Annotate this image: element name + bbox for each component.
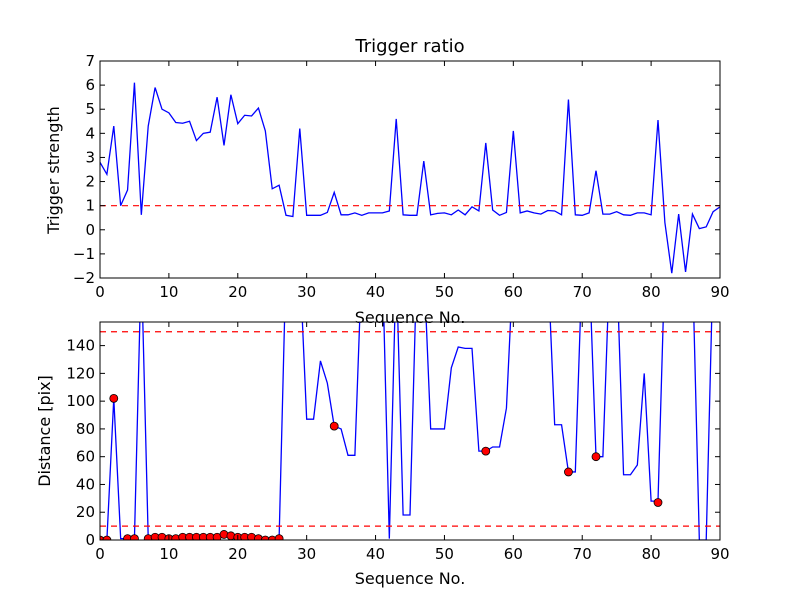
y-tick-label: 0	[85, 221, 95, 239]
data-point	[102, 535, 112, 540]
y-tick-label: 3	[85, 148, 95, 166]
y-tick-label: 0	[85, 531, 95, 549]
x-tick-label: 40	[366, 283, 385, 301]
x-tick-label: 30	[297, 283, 316, 301]
axes-frame	[99, 60, 721, 279]
x-tick-label: 50	[435, 545, 454, 563]
x-tick-label: 20	[228, 283, 247, 301]
data-point	[130, 534, 139, 540]
data-point	[267, 535, 277, 540]
x-tick-label: 80	[642, 545, 661, 563]
series-line	[100, 322, 713, 540]
x-axis-label-top: Sequence No.	[355, 308, 466, 327]
data-point	[591, 452, 601, 462]
y-tick-label: −2	[73, 269, 95, 287]
chart-title: Trigger ratio	[354, 36, 464, 57]
x-tick-label: 20	[228, 545, 247, 563]
plot-area-top: 0 10 20 30 40 50 60 70 80 90 −2 −1 0 1 2 3 4 5 6 7	[73, 52, 730, 301]
x-tick-label: 60	[504, 283, 523, 301]
y-tick-label: 140	[66, 337, 95, 355]
x-axis-label-bottom: Sequence No.	[355, 569, 466, 588]
y-axis-label-top: Trigger strength	[44, 106, 63, 235]
x-tick-label: 40	[366, 545, 385, 563]
series-line	[100, 82, 720, 274]
y-axis-label-bottom: Distance [pix]	[35, 375, 54, 487]
x-tick-label: 50	[435, 283, 454, 301]
y-tick-label: 4	[85, 124, 95, 142]
y-tick-label: 100	[66, 392, 95, 410]
y-tick-label: 40	[76, 475, 95, 493]
data-point	[481, 446, 491, 456]
x-tick-label: 10	[159, 283, 178, 301]
data-point	[564, 467, 573, 477]
data-point	[329, 421, 339, 431]
data-point	[653, 498, 663, 507]
x-tick-label: 80	[642, 283, 661, 301]
y-tick-label: 80	[76, 420, 95, 438]
plot-area-bottom: 0 10 20 30 40 50 60 70 80 90 0 20 40 60 80 100 120 140	[66, 321, 730, 563]
y-tick-label: 120	[66, 364, 95, 382]
x-tick-label: 30	[297, 545, 316, 563]
chart-distance: 0 10 20 30 40 50 60 70 80 90 0 20 40 60 80 100 120 140 Se…	[35, 321, 730, 588]
x-tick-label: 0	[95, 545, 105, 563]
x-tick-label: 90	[710, 545, 729, 563]
data-point	[260, 535, 270, 540]
chart-trigger-ratio: Trigger ratio 0 10 20 30 40 50 60 70 80 90 −2 −1 0 1 2…	[44, 36, 730, 327]
y-tick-label: 7	[85, 52, 95, 70]
x-tick-label: 0	[95, 283, 105, 301]
y-tick-label: −1	[73, 245, 95, 263]
x-tick-label: 10	[159, 545, 178, 563]
y-tick-label: 6	[85, 76, 95, 94]
axes-frame	[99, 321, 721, 541]
y-tick-label: 5	[85, 100, 95, 118]
data-point	[109, 393, 119, 403]
data-point	[274, 534, 284, 540]
x-tick-label: 90	[710, 283, 729, 301]
x-tick-label: 70	[573, 283, 592, 301]
y-tick-label: 2	[85, 173, 95, 191]
x-tick-label: 60	[504, 545, 523, 563]
y-tick-label: 60	[76, 448, 95, 466]
x-tick-label: 70	[573, 545, 592, 563]
y-tick-label: 1	[85, 197, 95, 215]
y-tick-label: 20	[76, 503, 95, 521]
